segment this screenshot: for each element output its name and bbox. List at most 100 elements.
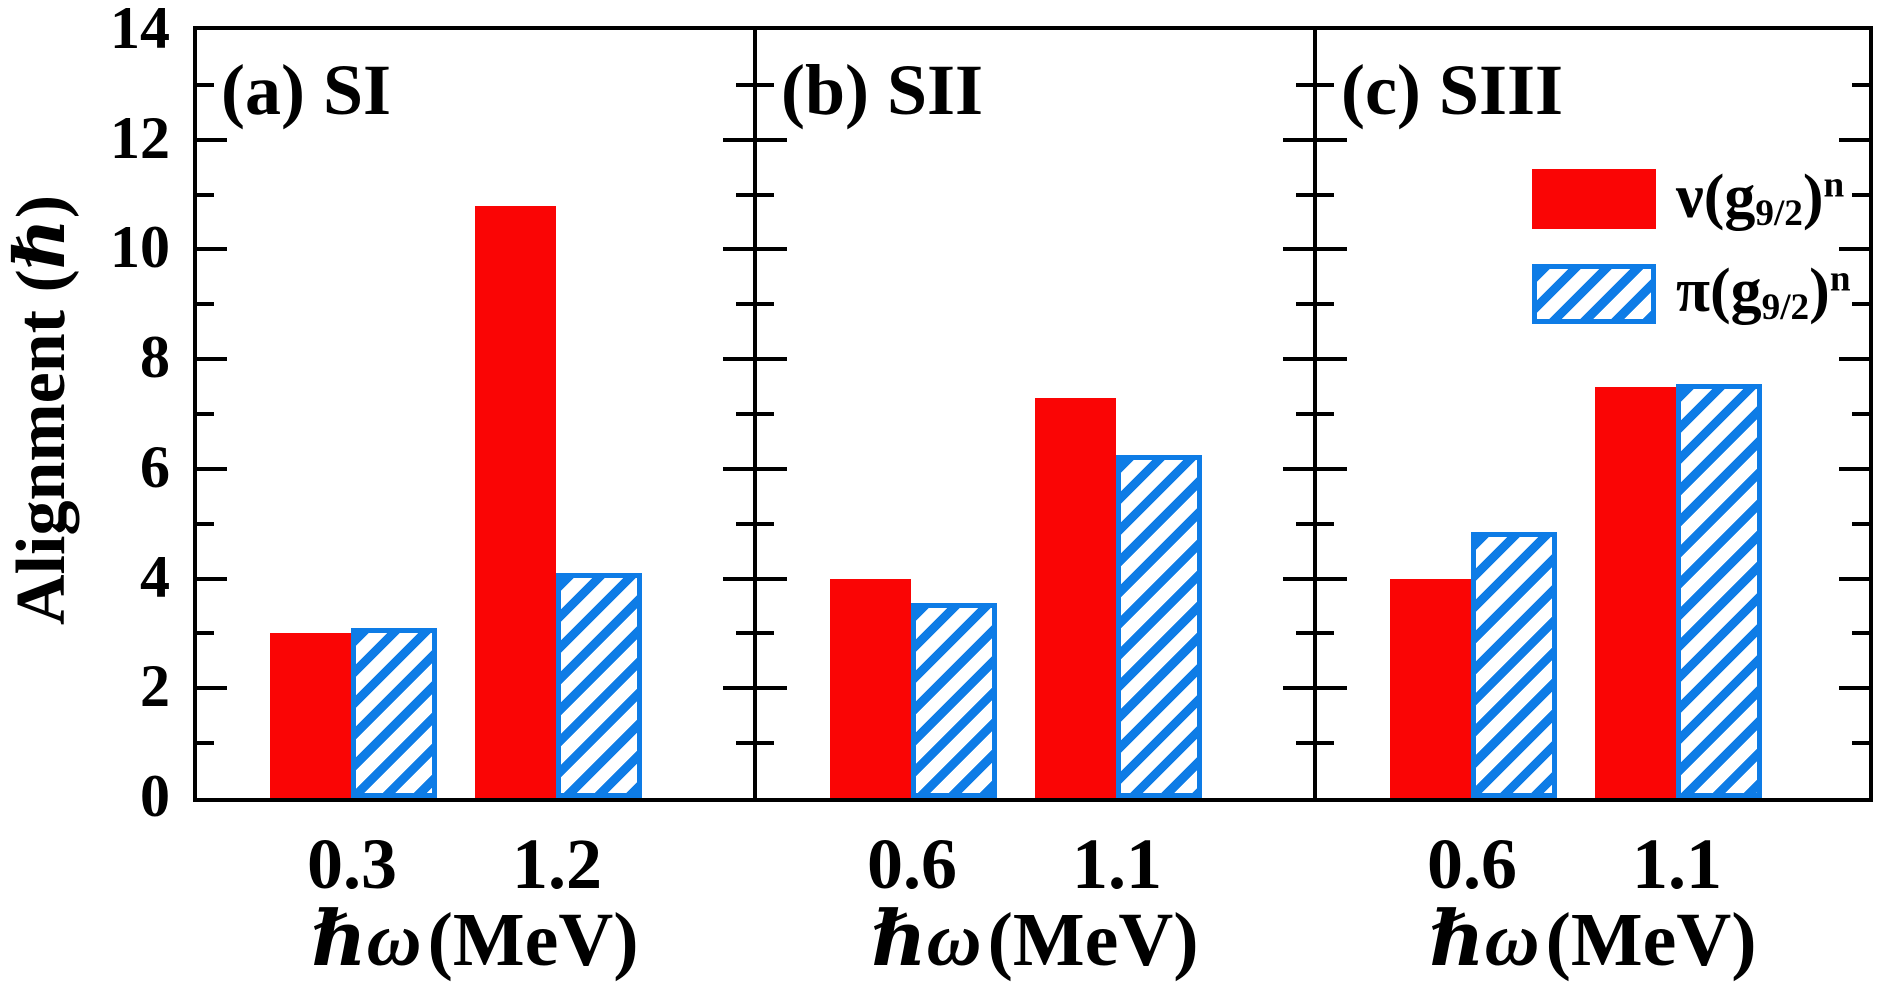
y-tick-mark [1317,137,1347,142]
legend-swatch-proton [1532,263,1656,324]
legend-label-proton: π(g9/2)n [1676,260,1851,326]
bar-proton-0.3 [351,627,437,798]
y-tick-mark [1283,686,1313,691]
x-tick-label: 1.1 [1632,824,1722,904]
legend-symbol: ν [1676,163,1704,231]
legend-item-proton: π(g9/2)n [1532,260,1851,327]
y-tick-mark [757,466,787,471]
y-tick-mark [757,631,774,636]
legend-label-neutron: ν(g9/2)n [1676,166,1844,232]
y-tick-mark [1283,466,1313,471]
y-tick-mark [757,247,787,252]
x-axis-title: ℏω(MeV) [757,902,1313,978]
y-tick-mark [757,137,787,142]
y-tick-mark [1852,741,1869,746]
bar-proton-1.2 [556,573,642,798]
y-tick-mark [197,521,214,526]
y-tick-mark [1283,576,1313,581]
y-tick-mark [1296,521,1313,526]
y-tick-mark [1283,137,1313,142]
y-tick-mark [757,686,787,691]
y-tick-mark [1852,302,1869,307]
y-tick-mark [757,302,774,307]
y-tick-mark [1839,357,1869,362]
legend-symbol: π [1676,257,1710,326]
legend-subscript: 9/2 [1755,193,1803,235]
x-axis-title: ℏω(MeV) [197,902,753,978]
plot-area: (a) SI 0.3 1.2 ℏω(MeV) (b) SII 0.6 1.1 ℏω(MeV) (… [193,26,1873,978]
x-axis-title-unit: (MeV) [427,898,639,982]
y-tick-mark [1317,741,1334,746]
y-tick-mark [736,82,753,87]
y-tick-mark [197,302,214,307]
x-axis-title-math: ℏω [311,898,422,982]
y-tick-mark [1296,82,1313,87]
y-tick-mark [1852,631,1869,636]
y-tick-mark [757,357,787,362]
x-axis-title-unit: (MeV) [1545,898,1757,982]
panel-a: (a) SI 0.3 1.2 ℏω(MeV) [193,26,753,978]
y-tick-mark [197,82,214,87]
bar-neutron-0.6 [830,578,911,798]
y-tick-mark [723,247,753,252]
y-tick-mark [757,82,774,87]
bar-neutron-1.2 [475,205,556,798]
legend-close: ) [1809,257,1830,326]
legend-item-neutron: ν(g9/2)n [1532,166,1851,232]
y-tick-label: 8 [140,324,170,391]
y-tick-mark [1852,192,1869,197]
y-tick-mark [736,192,753,197]
y-tick-mark [1283,247,1313,252]
y-tick-mark [1317,192,1334,197]
y-tick-mark [736,521,753,526]
y-tick-mark [197,576,227,581]
y-tick-mark [723,686,753,691]
y-tick-label: 12 [110,104,170,171]
y-tick-mark [197,357,227,362]
y-tick-mark [1296,302,1313,307]
bar-neutron-0.3 [270,633,351,798]
panel-b: (b) SII 0.6 1.1 ℏω(MeV) [753,26,1313,978]
y-tick-mark [1283,357,1313,362]
y-tick-mark [1852,521,1869,526]
y-tick-mark [1852,412,1869,416]
y-tick-label: 10 [110,214,170,281]
legend-base: (g [1709,257,1762,326]
x-axis-title-math: ℏω [1429,898,1540,982]
bar-neutron-1.1 [1035,397,1116,798]
bar-proton-1.1 [1676,383,1762,798]
y-tick-mark [736,741,753,746]
y-tick-mark [723,576,753,581]
y-tick-label: 14 [110,0,170,61]
x-tick-label: 1.2 [512,824,602,904]
y-tick-mark [1839,576,1869,581]
y-tick-mark [723,137,753,142]
y-tick-mark [1296,631,1313,636]
y-tick-mark [197,247,227,252]
y-tick-mark [1317,686,1347,691]
y-tick-mark [197,192,214,197]
y-tick-mark [757,576,787,581]
y-tick-label: 6 [140,433,170,500]
y-tick-mark [1317,576,1347,581]
x-tick-label: 1.1 [1072,824,1162,904]
bar-proton-1.1 [1116,455,1202,798]
y-tick-mark [736,631,753,636]
bar-proton-0.6 [1471,531,1557,798]
y-tick-mark [723,466,753,471]
y-tick-mark [1296,741,1313,746]
bar-neutron-1.1 [1595,386,1676,798]
y-tick-mark [1839,686,1869,691]
x-axis-title-unit: (MeV) [987,898,1199,982]
panel-label: (c) SIII [1341,50,1564,130]
y-tick-mark [757,741,774,746]
y-tick-mark [197,412,214,416]
x-axis-title-math: ℏω [871,898,982,982]
y-tick-mark [197,137,227,142]
bar-proton-0.6 [911,603,997,798]
y-tick-mark [1317,631,1334,636]
legend: ν(g9/2)n π(g9/2)n [1532,166,1851,355]
y-tick-mark [1317,302,1334,307]
y-tick-mark [757,521,774,526]
